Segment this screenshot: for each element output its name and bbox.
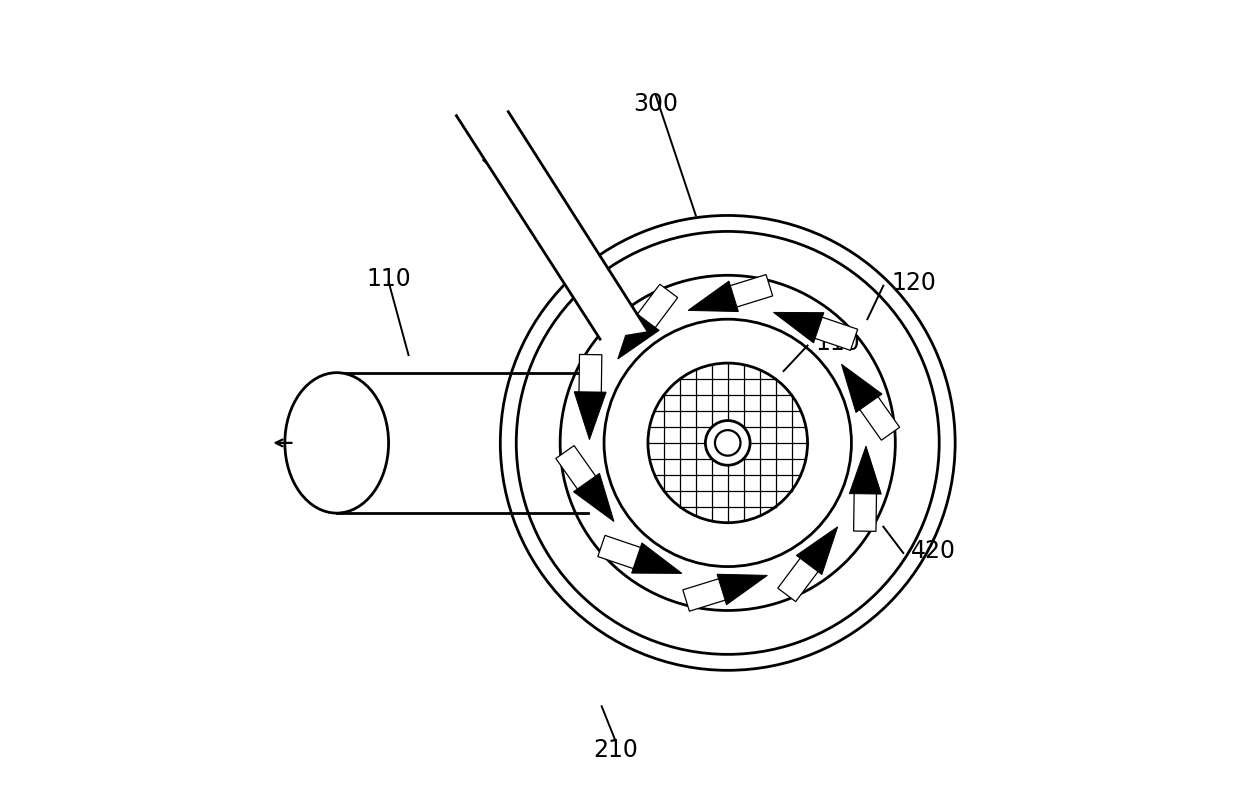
Polygon shape	[598, 535, 645, 570]
Polygon shape	[556, 445, 598, 492]
Polygon shape	[573, 473, 614, 522]
Text: 110: 110	[816, 331, 861, 355]
Polygon shape	[774, 312, 823, 343]
Polygon shape	[618, 311, 660, 359]
Text: 120: 120	[892, 271, 936, 295]
Text: 210: 210	[594, 738, 639, 762]
Polygon shape	[858, 393, 900, 440]
Polygon shape	[727, 275, 773, 308]
Polygon shape	[811, 316, 858, 350]
Polygon shape	[683, 578, 729, 611]
Polygon shape	[688, 281, 738, 311]
Text: 300: 300	[634, 92, 678, 116]
Polygon shape	[777, 555, 821, 602]
Circle shape	[649, 363, 807, 523]
Polygon shape	[456, 112, 649, 339]
Text: 110: 110	[366, 267, 410, 291]
Polygon shape	[796, 527, 838, 575]
Polygon shape	[853, 489, 877, 531]
Circle shape	[715, 430, 740, 456]
Polygon shape	[631, 543, 682, 574]
Polygon shape	[842, 364, 882, 413]
Ellipse shape	[285, 373, 388, 513]
Circle shape	[706, 421, 750, 465]
Polygon shape	[717, 575, 768, 605]
Text: 420: 420	[911, 539, 956, 563]
Polygon shape	[574, 392, 606, 440]
Polygon shape	[849, 446, 882, 494]
Polygon shape	[579, 354, 601, 397]
Polygon shape	[635, 284, 678, 331]
Bar	[337, 373, 588, 513]
